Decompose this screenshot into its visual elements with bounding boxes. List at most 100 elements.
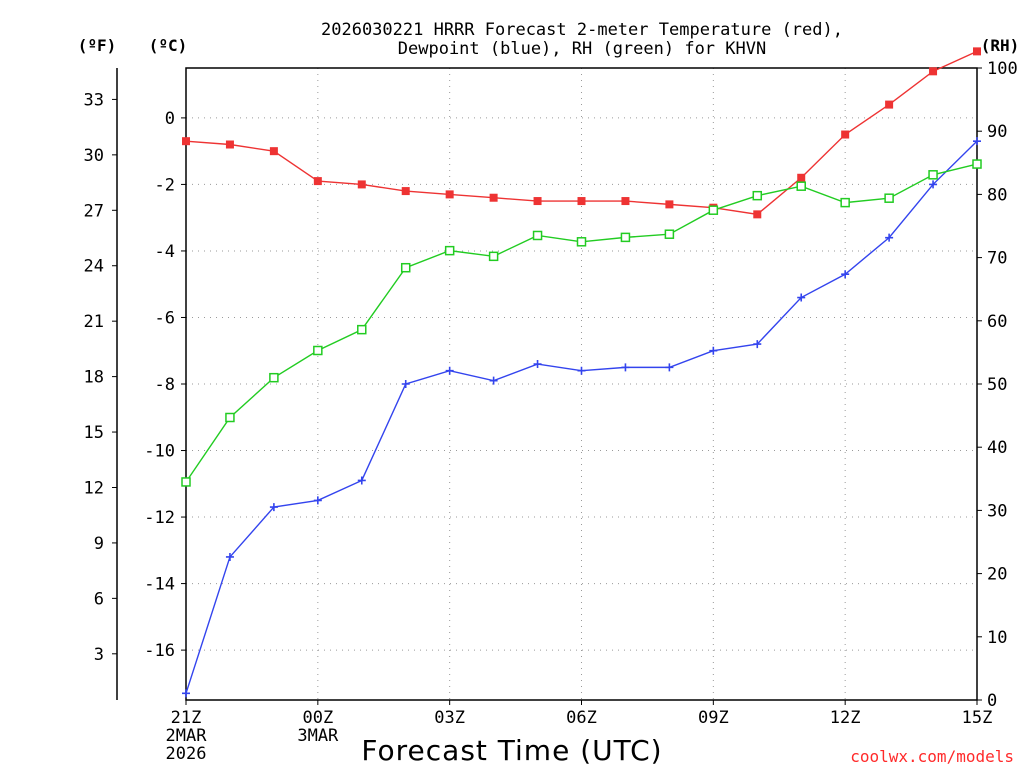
rh-point bbox=[620, 232, 631, 243]
x-tick-label: 12Z bbox=[830, 708, 861, 728]
rh-point bbox=[225, 412, 235, 423]
rh-point bbox=[532, 230, 543, 241]
series-group bbox=[181, 47, 982, 698]
rh-tick-label: 10 bbox=[987, 628, 1007, 648]
celsius-tick-label: -2 bbox=[155, 175, 175, 195]
dewpoint-point bbox=[445, 366, 454, 375]
rh-tick-label: 30 bbox=[987, 501, 1007, 521]
rh-point bbox=[357, 324, 367, 335]
rh-point bbox=[884, 193, 894, 203]
rh-point bbox=[664, 229, 675, 239]
rh-point bbox=[400, 262, 411, 273]
2-meter-temperature-point bbox=[182, 137, 190, 146]
fahrenheit-tick-label: 30 bbox=[84, 146, 104, 166]
2-meter-temperature-point bbox=[797, 173, 806, 182]
rh-tick-label: 90 bbox=[987, 122, 1007, 142]
x-tick-label: 21Z bbox=[171, 708, 202, 728]
fahrenheit-tick-label: 21 bbox=[84, 312, 104, 332]
celsius-tick-label: 0 bbox=[165, 109, 175, 129]
rh-point bbox=[181, 477, 191, 487]
dewpoint-point bbox=[313, 496, 322, 505]
x-axis-title: Forecast Time (UTC) bbox=[361, 734, 662, 767]
rh-point bbox=[708, 205, 719, 215]
dewpoint-point bbox=[357, 476, 366, 485]
x-tick-year: 2026 bbox=[166, 744, 207, 764]
rh-point bbox=[840, 197, 850, 208]
celsius-tick-label: -8 bbox=[155, 375, 175, 395]
2-meter-temperature-point bbox=[269, 147, 278, 156]
2-meter-temperature-point bbox=[225, 140, 234, 149]
rh-point bbox=[576, 237, 587, 247]
chart-title-line1: 2026030221 HRRR Forecast 2-meter Tempera… bbox=[321, 20, 843, 40]
dewpoint-point bbox=[401, 380, 410, 388]
2-meter-temperature-line bbox=[185, 50, 978, 216]
celsius-axis-unit: (ºC) bbox=[149, 36, 188, 55]
rh-tick-label: 20 bbox=[987, 565, 1007, 585]
celsius-tick-label: -12 bbox=[144, 508, 175, 528]
rh-point bbox=[488, 251, 499, 262]
fahrenheit-tick-label: 33 bbox=[84, 90, 104, 110]
x-tick-label: 03Z bbox=[434, 708, 465, 728]
fahrenheit-tick-label: 3 bbox=[94, 645, 104, 665]
2-meter-temperature-point bbox=[841, 130, 850, 139]
rh-tick-label: 0 bbox=[987, 691, 997, 711]
dewpoint-point bbox=[182, 689, 190, 698]
2-meter-temperature-point bbox=[401, 187, 410, 196]
rh-point bbox=[313, 345, 323, 356]
dewpoint-point bbox=[577, 366, 586, 375]
dewpoint-point bbox=[929, 180, 938, 189]
dewpoint-point bbox=[709, 346, 718, 355]
2-meter-temperature-point bbox=[621, 197, 630, 206]
tick-labels: 3 6 9 12 15 18 21 24 27 30 33 -16 -14 -12 -10 -8 -6 -4 -2 0… bbox=[84, 59, 1018, 764]
rh-point bbox=[444, 245, 455, 256]
x-tick-label: 09Z bbox=[698, 708, 729, 728]
rh-point bbox=[972, 159, 982, 169]
dewpoint-point bbox=[269, 503, 278, 512]
grid-lines bbox=[186, 68, 977, 700]
2-meter-temperature-point bbox=[885, 100, 894, 109]
source-credit: coolwx.com/models bbox=[850, 747, 1014, 766]
x-tick-date: 2MAR bbox=[166, 726, 208, 746]
2-meter-temperature-point bbox=[665, 200, 674, 209]
fahrenheit-tick-label: 9 bbox=[94, 534, 104, 554]
dewpoint-point bbox=[533, 360, 542, 369]
x-tick-label: 15Z bbox=[962, 708, 993, 728]
2-meter-temperature-point bbox=[973, 47, 981, 56]
rh-tick-label: 40 bbox=[987, 438, 1007, 458]
rh-tick-label: 60 bbox=[987, 312, 1007, 332]
x-tick-label: 00Z bbox=[302, 708, 333, 728]
dewpoint-point bbox=[489, 376, 498, 385]
celsius-tick-label: -16 bbox=[144, 641, 175, 661]
2-meter-temperature-point bbox=[533, 197, 542, 206]
rh-tick-label: 50 bbox=[987, 375, 1007, 395]
rh-point bbox=[752, 190, 763, 201]
dewpoint-point bbox=[225, 552, 234, 561]
fahrenheit-tick-label: 15 bbox=[84, 423, 104, 443]
rh-point bbox=[796, 181, 806, 191]
dewpoint-point bbox=[841, 270, 850, 279]
rh-point bbox=[928, 170, 938, 180]
rh-axis-unit: (RH) bbox=[981, 36, 1020, 55]
chart-title-line2: Dewpoint (blue), RH (green) for KHVN bbox=[398, 39, 766, 59]
fahrenheit-tick-label: 24 bbox=[84, 257, 104, 277]
celsius-tick-label: -4 bbox=[155, 242, 175, 262]
2-meter-temperature-point bbox=[753, 210, 762, 219]
x-tick-label: 06Z bbox=[566, 708, 597, 728]
axes bbox=[112, 67, 982, 705]
celsius-tick-label: -14 bbox=[144, 575, 175, 595]
dewpoint-point bbox=[621, 363, 630, 372]
2-meter-temperature-point bbox=[577, 197, 586, 206]
rh-tick-label: 100 bbox=[987, 59, 1018, 79]
celsius-tick-label: -6 bbox=[155, 308, 175, 328]
2-meter-temperature-point bbox=[357, 180, 366, 189]
dewpoint-point bbox=[973, 137, 981, 146]
dewpoint-point bbox=[753, 340, 762, 349]
fahrenheit-axis-unit: (ºF) bbox=[78, 36, 117, 55]
2-meter-temperature-point bbox=[489, 193, 498, 202]
fahrenheit-tick-label: 27 bbox=[84, 201, 104, 221]
fahrenheit-tick-label: 12 bbox=[84, 478, 104, 498]
rh-point bbox=[269, 372, 279, 383]
fahrenheit-tick-label: 18 bbox=[84, 368, 104, 388]
rh-tick-label: 70 bbox=[987, 249, 1007, 269]
